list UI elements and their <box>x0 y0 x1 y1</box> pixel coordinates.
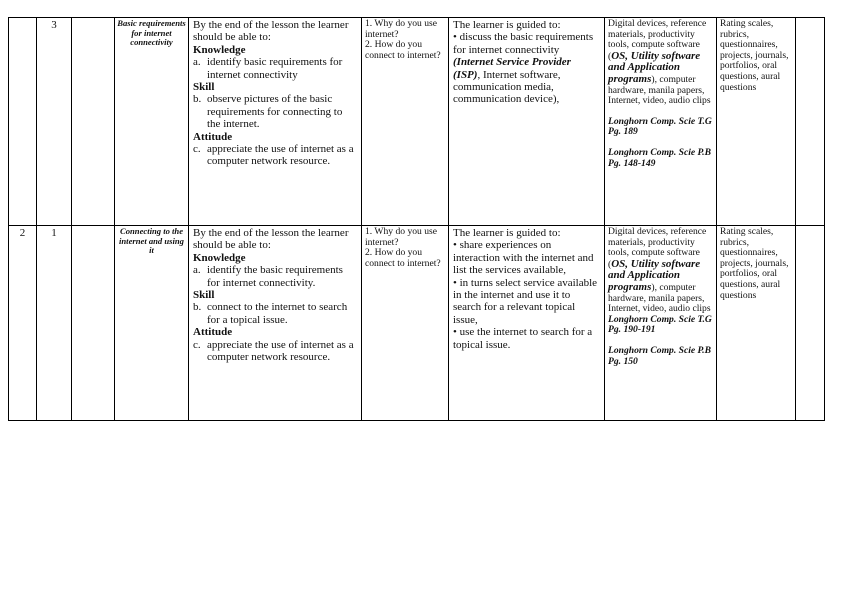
skill-outcome: observe pictures of the basic requiremen… <box>207 93 343 131</box>
strand-cell <box>71 17 115 226</box>
inquiry-question: 2. How do you connect to internet? <box>365 39 441 61</box>
knowledge-outcome: identify basic requirements for internet… <box>207 56 343 81</box>
experience-item: • share experiences on interaction with … <box>453 239 594 277</box>
skill-label: Skill <box>193 289 215 302</box>
resources-software: OS, Utility software and Application pro… <box>608 49 701 85</box>
scheme-of-work-table: 3 Basic requirements for internet connec… <box>8 17 825 421</box>
resources-cell: Digital devices, reference materials, pr… <box>604 225 717 421</box>
skill-label: Skill <box>193 81 215 94</box>
resources-software: OS, Utility software and Application pro… <box>608 257 701 293</box>
attitude-outcome: appreciate the use of internet as a comp… <box>207 143 354 168</box>
experiences-intro: The learner is guided to: <box>453 227 561 239</box>
assessment-cell: Rating scales, rubrics, questionnaires, … <box>716 17 796 226</box>
experiences-cell: The learner is guided to: • discuss the … <box>448 17 605 226</box>
skill-outcome: connect to the internet to search for a … <box>207 301 348 326</box>
experience-item: • discuss the basic requirements for int… <box>453 31 600 105</box>
remarks-cell <box>795 225 825 421</box>
inquiry-question: 1. Why do you use internet? <box>365 18 438 40</box>
lesson-cell: 1 <box>36 225 72 421</box>
table-row: 3 Basic requirements for internet connec… <box>8 17 825 226</box>
remarks-cell <box>795 17 825 226</box>
experience-text: • discuss the basic requirements for int… <box>453 31 594 56</box>
resources-cell: Digital devices, reference materials, pr… <box>604 17 717 226</box>
list-marker: b. <box>193 301 202 314</box>
outcomes-intro: By the end of the lesson the learner sho… <box>193 227 349 252</box>
list-marker: c. <box>193 338 201 351</box>
topic-cell: Basic requirements for internet connecti… <box>114 17 189 226</box>
strand-cell <box>71 225 115 421</box>
lesson-cell: 3 <box>36 17 72 226</box>
inquiry-question: 2. How do you connect to internet? <box>365 247 441 269</box>
reference-pb: Longhorn Comp. Scie P.B Pg. 150 <box>608 344 711 367</box>
resources-text: Digital devices, reference materials, pr… <box>608 18 713 107</box>
inquiry-question: 1. Why do you use internet? <box>365 226 438 248</box>
attitude-label: Attitude <box>193 326 233 339</box>
assessment-cell: Rating scales, rubrics, questionnaires, … <box>716 225 796 421</box>
experience-emphasis: (Internet Service Provider (ISP) <box>453 56 571 81</box>
list-marker: c. <box>193 143 201 156</box>
reference-tg: Longhorn Comp. Scie T.G Pg. 189 <box>608 115 712 138</box>
key-inquiry-cell: 1. Why do you use internet? 2. How do yo… <box>361 225 449 421</box>
week-cell <box>8 17 37 226</box>
experiences-cell: The learner is guided to: • share experi… <box>448 225 605 421</box>
experience-text: , Internet software, communication media… <box>453 68 561 106</box>
attitude-label: Attitude <box>193 130 233 143</box>
knowledge-label: Knowledge <box>193 251 246 264</box>
reference-tg: Longhorn Comp. Scie T.G Pg. 190-191 <box>608 313 712 336</box>
week-cell: 2 <box>8 225 37 421</box>
experience-item: • in turns select service available in t… <box>453 276 598 326</box>
outcomes-cell: By the end of the lesson the learner sho… <box>188 17 362 226</box>
list-marker: a. <box>193 264 201 277</box>
resources-text: Digital devices, reference materials, pr… <box>608 226 713 315</box>
experience-item: • use the internet to search for a topic… <box>453 326 593 351</box>
knowledge-outcome: identify the basic requirements for inte… <box>207 264 343 289</box>
list-marker: a. <box>193 56 201 69</box>
resources-post: ), computer hardware, manila papers, Int… <box>608 281 711 315</box>
knowledge-label: Knowledge <box>193 43 246 56</box>
outcomes-intro: By the end of the lesson the learner sho… <box>193 19 349 44</box>
reference-pb: Longhorn Comp. Scie P.B Pg. 148-149 <box>608 146 711 169</box>
experiences-intro: The learner is guided to: <box>453 19 561 31</box>
resources-post: ), computer hardware, manila papers, Int… <box>608 73 711 107</box>
resources-pre: Digital devices, reference materials, pr… <box>608 18 707 62</box>
table-row: 2 1 Connecting to the internet and using… <box>8 225 825 421</box>
resources-pre: Digital devices, reference materials, pr… <box>608 226 707 270</box>
attitude-outcome: appreciate the use of internet as a comp… <box>207 338 354 364</box>
outcomes-cell: By the end of the lesson the learner sho… <box>188 225 362 421</box>
key-inquiry-cell: 1. Why do you use internet? 2. How do yo… <box>361 17 449 226</box>
list-marker: b. <box>193 93 202 106</box>
topic-cell: Connecting to the internet and using it <box>114 225 189 421</box>
